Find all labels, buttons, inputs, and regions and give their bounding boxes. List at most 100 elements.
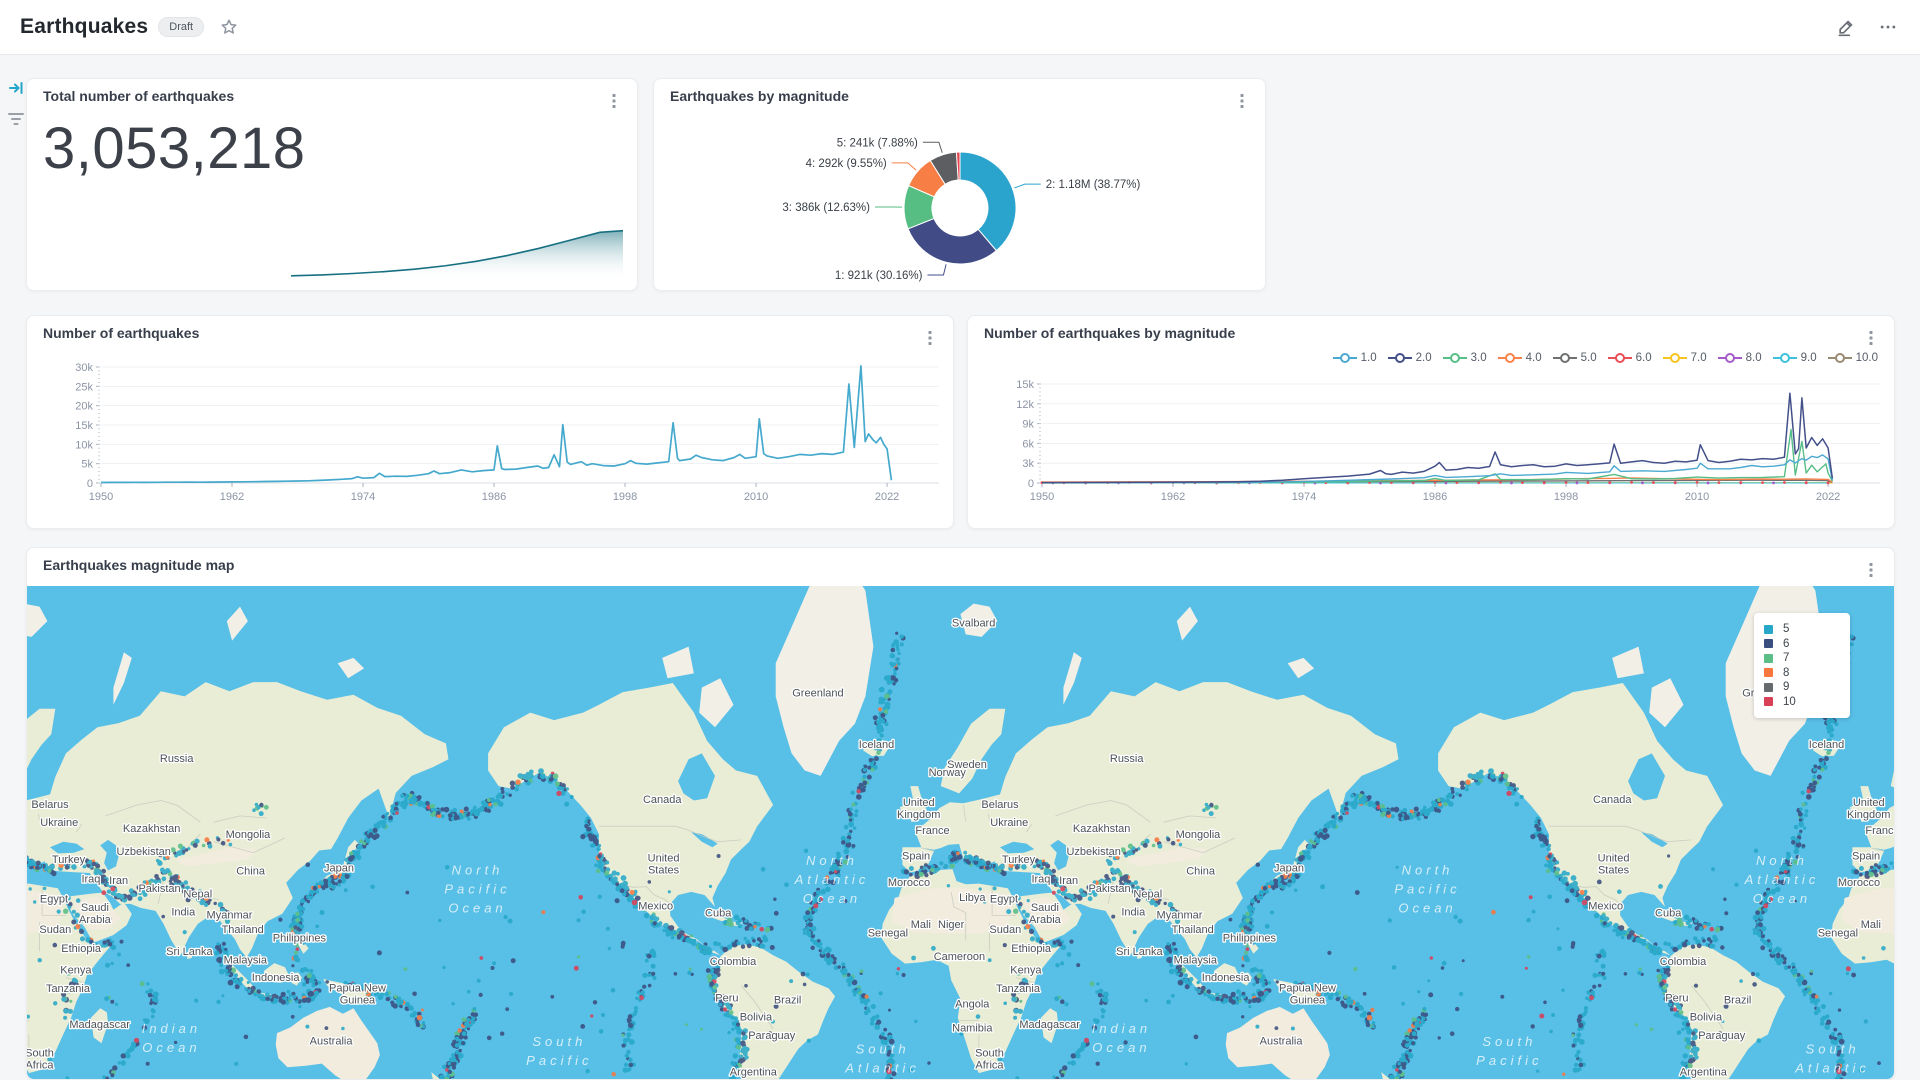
donut-slice-2[interactable]	[959, 151, 1017, 252]
svg-text:Iraq: Iraq	[81, 874, 100, 886]
svg-text:Sri Lanka: Sri Lanka	[1116, 946, 1163, 958]
edit-dashboard-button[interactable]	[1834, 15, 1858, 39]
svg-text:Peru: Peru	[715, 993, 738, 1005]
card-title: Earthquakes magnitude map	[43, 557, 235, 573]
svg-text:1998: 1998	[613, 491, 637, 503]
svg-text:Mali: Mali	[1861, 919, 1881, 931]
svg-text:1986: 1986	[482, 491, 506, 503]
svg-text:Paraguay: Paraguay	[748, 1030, 796, 1042]
svg-text:Ukraine: Ukraine	[40, 817, 78, 829]
svg-text:6k: 6k	[1022, 438, 1034, 450]
card-menu-button[interactable]	[919, 325, 941, 351]
card-menu-button[interactable]	[1860, 557, 1882, 583]
legend-item-2.0[interactable]: 2.0	[1387, 352, 1432, 364]
svg-text:1950: 1950	[1030, 491, 1054, 503]
card-earthquakes-magnitude-map: Earthquakes magnitude map North Pacific Oc…	[26, 547, 1895, 1080]
svg-text:Colombia: Colombia	[710, 956, 757, 968]
card-menu-button[interactable]	[1231, 88, 1253, 114]
svg-text:15k: 15k	[1016, 379, 1034, 391]
magnitude-lines-chart[interactable]: 0 3k 6k 9k 12k 15k 1950 1962 1974 1986 1998 2010 202…	[968, 316, 1896, 530]
svg-text:Brazil: Brazil	[774, 995, 802, 1007]
svg-text:Kenya: Kenya	[60, 964, 92, 976]
legend-item-5.0[interactable]: 5.0	[1552, 352, 1597, 364]
favorite-star-button[interactable]	[218, 16, 240, 38]
map-country-labels: SvalbardGreenlandGreenlandIcelandIceland…	[27, 616, 1894, 1079]
donut-label-4: 4: 292k (9.55%)	[806, 158, 887, 170]
donut-slice-6[interactable]	[955, 151, 961, 181]
legend-item-10.0[interactable]: 10.0	[1827, 352, 1878, 364]
map-legend-row-8: 8	[1764, 666, 1840, 681]
svg-text:Spain: Spain	[902, 851, 930, 863]
legend-item-9.0[interactable]: 9.0	[1772, 352, 1817, 364]
legend-item-1.0[interactable]: 1.0	[1332, 352, 1377, 364]
legend-item-8.0[interactable]: 8.0	[1717, 352, 1762, 364]
card-menu-button[interactable]	[603, 88, 625, 114]
svg-text:Cameroon: Cameroon	[934, 951, 985, 963]
legend-swatch	[1764, 697, 1773, 707]
legend-marker-icon	[1717, 353, 1742, 363]
svg-text:Turkey: Turkey	[1002, 854, 1036, 866]
donut-slice-1[interactable]	[907, 217, 998, 265]
svg-text:Greenland: Greenland	[792, 687, 843, 699]
legend-item-7.0[interactable]: 7.0	[1662, 352, 1707, 364]
svg-text:Mongolia: Mongolia	[226, 829, 272, 841]
svg-text:Nepal: Nepal	[1133, 888, 1162, 900]
ellipsis-icon	[1880, 25, 1896, 29]
magnitude-donut-chart[interactable]: 2: 1.18M (38.77%) 1: 921k (30.16%) 3: 386k…	[654, 79, 1267, 292]
trend-sparkline	[290, 229, 624, 279]
svg-text:Bolivia: Bolivia	[740, 1012, 773, 1024]
svg-text:Nepal: Nepal	[183, 888, 212, 900]
card-title: Total number of earthquakes	[43, 88, 235, 104]
svg-text:2022: 2022	[875, 491, 899, 503]
donut-label-3: 3: 386k (12.63%)	[782, 202, 870, 214]
filter-button[interactable]	[6, 110, 26, 128]
donut-label-2: 2: 1.18M (38.77%)	[1046, 179, 1141, 191]
svg-text:1974: 1974	[351, 491, 375, 503]
svg-text:Spain: Spain	[1852, 851, 1880, 863]
svg-text:Kenya: Kenya	[1010, 964, 1042, 976]
more-options-button[interactable]	[1876, 15, 1900, 39]
legend-item-3.0[interactable]: 3.0	[1442, 352, 1487, 364]
svg-text:Ukraine: Ukraine	[990, 817, 1028, 829]
legend-swatch	[1764, 653, 1773, 663]
series-layer	[1040, 392, 1834, 485]
legend-marker-icon	[1662, 353, 1687, 363]
svg-text:2010: 2010	[744, 491, 768, 503]
series-layer	[100, 364, 893, 484]
card-menu-button[interactable]	[1860, 325, 1882, 351]
svg-text:Tanzania: Tanzania	[996, 983, 1041, 995]
card-total-earthquakes: Total number of earthquakes 3,053,218	[26, 78, 638, 291]
card-title: Earthquakes by magnitude	[670, 88, 849, 104]
dashboard-header: Earthquakes Draft	[0, 0, 1920, 55]
svg-text:1950: 1950	[89, 491, 113, 503]
sidebar-toggle-button[interactable]	[6, 78, 26, 98]
svg-text:Senegal: Senegal	[1818, 928, 1858, 940]
legend-swatch	[1764, 668, 1773, 678]
svg-text:10k: 10k	[75, 439, 93, 451]
legend-item-4.0[interactable]: 4.0	[1497, 352, 1542, 364]
svg-text:Iceland: Iceland	[1809, 739, 1844, 751]
svg-text:France: France	[1865, 825, 1894, 837]
svg-text:Colombia: Colombia	[1660, 956, 1707, 968]
svg-text:Malaysia: Malaysia	[224, 955, 268, 967]
svg-text:Mali: Mali	[911, 919, 931, 931]
legend-item-6.0[interactable]: 6.0	[1607, 352, 1652, 364]
svg-text:Indonesia: Indonesia	[252, 972, 301, 984]
total-earthquakes-value: 3,053,218	[43, 116, 306, 181]
svg-text:Iraq: Iraq	[1031, 874, 1050, 886]
world-map[interactable]: North Pacific Ocean North Pacific Ocean North A…	[27, 586, 1894, 1079]
svg-text:Canada: Canada	[1593, 794, 1632, 806]
svg-text:Iran: Iran	[109, 875, 128, 887]
svg-text:Sri Lanka: Sri Lanka	[166, 946, 213, 958]
left-rail	[4, 78, 28, 128]
svg-text:0: 0	[1028, 478, 1034, 490]
earthquakes-line-chart[interactable]: 0 5k 10k 15k 20k 25k 30k 1950 1962 1974 1986 1998 20…	[27, 316, 955, 530]
svg-text:20k: 20k	[75, 401, 93, 413]
arrow-to-line-icon	[9, 82, 23, 94]
